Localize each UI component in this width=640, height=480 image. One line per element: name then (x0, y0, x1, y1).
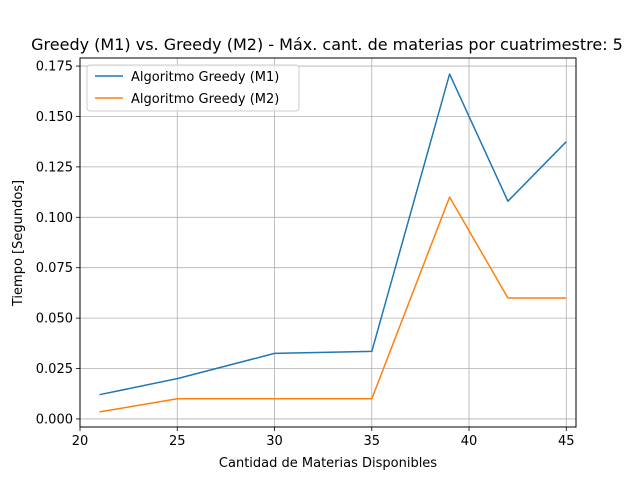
x-axis-label: Cantidad de Materias Disponibles (219, 456, 437, 471)
y-tick-label: 0.025 (36, 362, 73, 377)
axis-ticks: 20 25 30 35 40 45 0.000 0.025 0.050 0.075 0.100 0.1… (36, 60, 575, 449)
y-tick-label: 0.150 (36, 110, 73, 125)
x-tick-label: 30 (266, 434, 283, 449)
legend-label-m2: Algoritmo Greedy (M2) (131, 92, 279, 107)
y-tick-label: 0.175 (36, 60, 73, 75)
x-tick-label: 35 (363, 434, 380, 449)
x-tick-label: 20 (72, 434, 89, 449)
y-tick-label: 0.100 (36, 211, 73, 226)
x-tick-label: 40 (461, 434, 478, 449)
grid-lines (79, 58, 576, 427)
plot-frame (79, 57, 577, 428)
chart-title: Greedy (M1) vs. Greedy (M2) - Máx. cant.… (31, 35, 623, 54)
y-tick-label: 0.125 (36, 160, 73, 175)
y-tick-label: 0.000 (36, 412, 73, 427)
series-line-m1 (99, 73, 567, 396)
x-tick-label: 45 (558, 434, 575, 449)
x-tick-label: 25 (169, 434, 186, 449)
y-axis-label: Tiempo [Segundos] (11, 180, 26, 307)
series-lines (99, 73, 567, 413)
legend-box (86, 64, 300, 112)
y-tick-label: 0.050 (36, 312, 73, 327)
series-line-m2 (99, 196, 567, 413)
legend: Algoritmo Greedy (M1) Algoritmo Greedy (… (86, 64, 300, 112)
y-tick-label: 0.075 (36, 261, 73, 276)
legend-label-m1: Algoritmo Greedy (M1) (131, 70, 279, 85)
